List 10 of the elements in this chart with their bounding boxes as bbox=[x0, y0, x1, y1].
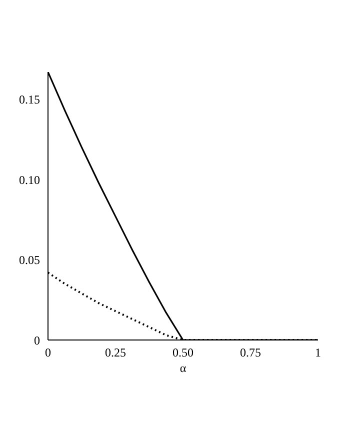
x-tick-label: 0.25 bbox=[105, 346, 126, 360]
y-tick-label: 0.10 bbox=[19, 172, 40, 187]
x-tick-label: 0.50 bbox=[172, 346, 194, 360]
y-tick-label: 0.05 bbox=[19, 253, 40, 268]
x-axis-title: α bbox=[180, 361, 187, 375]
y-tick-label: 0 bbox=[34, 333, 40, 348]
x-tick-label: 1 bbox=[315, 346, 321, 360]
x-tick-label: 0.75 bbox=[240, 346, 261, 360]
y-tick-label: 0.15 bbox=[19, 92, 40, 107]
x-tick-label: 0 bbox=[45, 346, 51, 360]
